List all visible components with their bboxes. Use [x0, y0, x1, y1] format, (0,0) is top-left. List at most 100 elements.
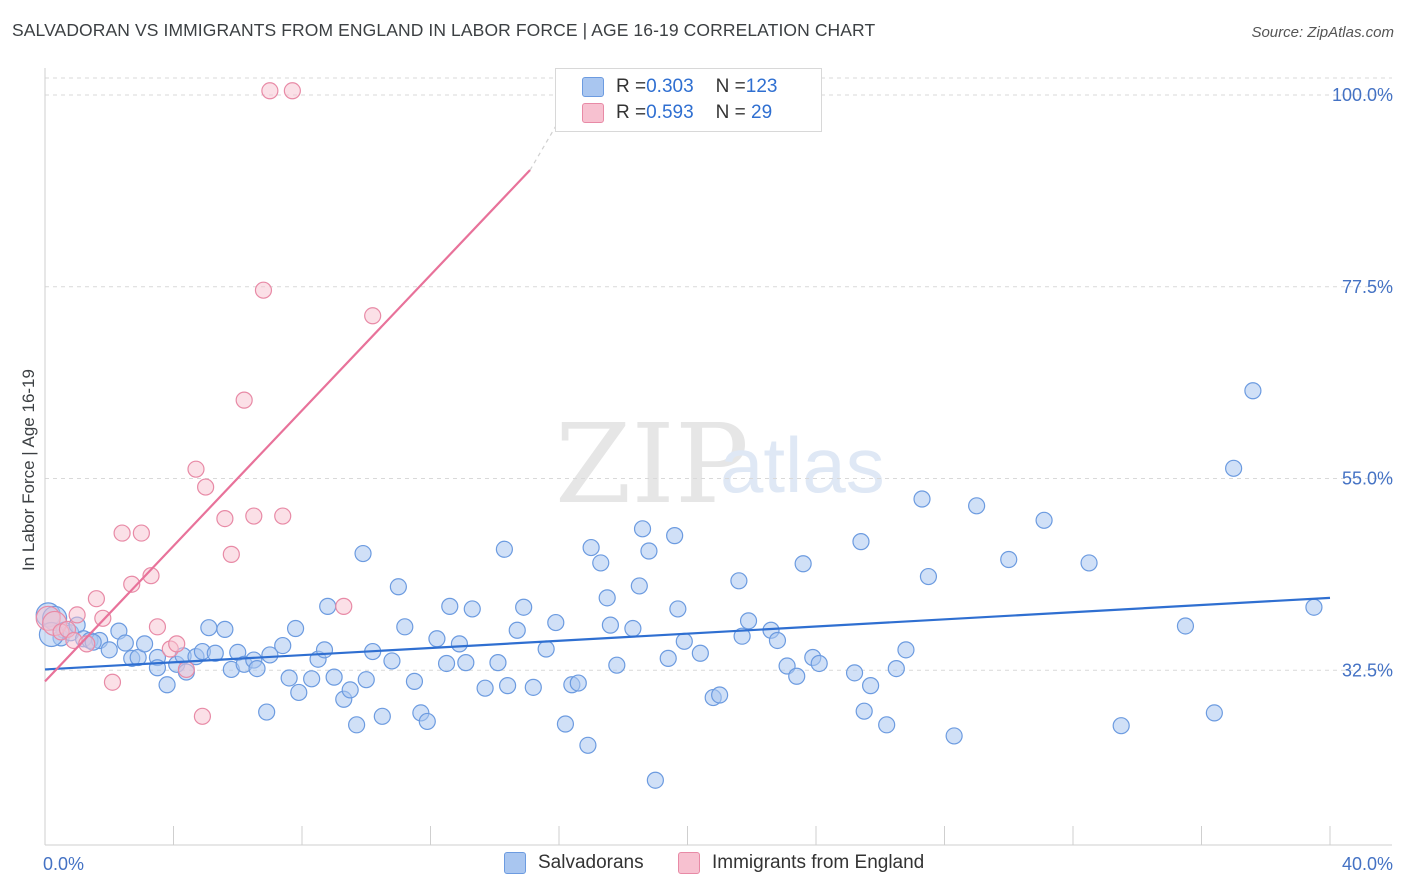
point-england [142, 567, 160, 585]
axes [44, 68, 1392, 846]
point-salvadorans [633, 520, 652, 538]
point-salvadorans [862, 677, 880, 695]
stats-row-england: R = 0.593 N = 29 [582, 100, 772, 126]
point-salvadorans [711, 686, 729, 704]
point-salvadorans [258, 703, 276, 721]
stats-row-salvadorans: R = 0.303 N = 123 [582, 74, 777, 100]
r-value: 0.593 [646, 102, 694, 123]
point-salvadorans [206, 644, 224, 662]
point-salvadorans [855, 702, 873, 720]
point-salvadorans [1035, 511, 1053, 529]
point-salvadorans [601, 616, 620, 634]
legend-swatch-england [678, 852, 700, 874]
point-salvadorans [357, 671, 375, 689]
point-salvadorans [897, 641, 915, 659]
point-england [197, 478, 215, 496]
point-england [216, 509, 234, 528]
point-salvadorans [646, 771, 664, 789]
point-salvadorans [280, 669, 298, 687]
watermark-zip: ZIP [555, 400, 749, 528]
point-salvadorans [437, 654, 456, 673]
point-salvadorans [730, 572, 748, 590]
point-england [123, 575, 141, 593]
point-salvadorans [290, 683, 308, 702]
trend-line-england [44, 169, 531, 683]
point-salvadorans [1000, 550, 1018, 569]
point-salvadorans [135, 635, 154, 653]
x-tick-label: 40.0% [1342, 854, 1393, 874]
point-salvadorans [286, 619, 305, 638]
r-label: R = [616, 76, 647, 97]
point-england [283, 82, 301, 100]
point-england [68, 606, 86, 624]
point-salvadorans [476, 679, 494, 697]
point-england [274, 507, 292, 525]
point-salvadorans [396, 618, 414, 636]
point-salvadorans [508, 621, 526, 639]
point-salvadorans [640, 542, 658, 560]
legend-label-salvadorans: Salvadorans [538, 852, 644, 873]
point-salvadorans [1225, 459, 1243, 477]
point-salvadorans [579, 736, 597, 754]
point-salvadorans [418, 712, 436, 731]
point-salvadorans [373, 707, 391, 725]
tick-labels: 32.5% 55.0% 77.5% 100.0% 0.0% 40.0% [43, 85, 1393, 874]
point-england [235, 391, 253, 409]
point-salvadorans [624, 619, 642, 638]
point-salvadorans [733, 627, 751, 645]
point-salvadorans [457, 654, 475, 672]
point-salvadorans [556, 715, 575, 733]
legend-item-england[interactable]: Immigrants from England [678, 852, 924, 874]
point-england [87, 590, 106, 608]
legend-swatch-salvadorans [504, 852, 526, 874]
point-salvadorans [524, 678, 542, 696]
y-tick-label: 55.0% [1342, 469, 1393, 489]
point-salvadorans [158, 676, 176, 694]
point-salvadorans [598, 589, 616, 607]
n-value: 29 [745, 102, 773, 123]
point-salvadorans [913, 490, 931, 508]
source-label: Source: ZipAtlas.com [1251, 24, 1394, 41]
point-salvadorans [887, 659, 905, 678]
point-salvadorans [441, 597, 459, 615]
point-england [168, 635, 186, 653]
grid-lines [45, 77, 1392, 671]
point-salvadorans [669, 600, 687, 618]
point-salvadorans [608, 656, 626, 674]
chart-title: SALVADORAN VS IMMIGRANTS FROM ENGLAND IN… [12, 20, 876, 40]
point-england [113, 524, 131, 542]
point-salvadorans [495, 540, 513, 558]
y-tick-label: 77.5% [1342, 277, 1393, 297]
point-salvadorans [1305, 598, 1323, 616]
point-salvadorans [1244, 382, 1262, 400]
legend-label-england: Immigrants from England [712, 852, 925, 873]
y-tick-label: 100.0% [1332, 85, 1393, 105]
point-salvadorans [739, 612, 758, 630]
point-england [335, 597, 353, 615]
point-england [177, 660, 195, 679]
point-england [187, 460, 205, 478]
point-salvadorans [1176, 617, 1195, 635]
point-salvadorans [768, 631, 787, 650]
point-salvadorans [1112, 717, 1130, 735]
point-salvadorans [515, 598, 533, 616]
point-salvadorans [592, 554, 610, 572]
point-england [254, 281, 273, 299]
point-salvadorans [1080, 554, 1098, 572]
point-england [193, 707, 212, 725]
r-value: 0.303 [646, 76, 694, 97]
point-salvadorans [100, 641, 118, 659]
n-label: N = [715, 102, 746, 123]
point-salvadorans [325, 668, 343, 686]
legend-item-salvadorans[interactable]: Salvadorans [504, 852, 644, 874]
trend-extension-england [529, 120, 560, 171]
point-salvadorans [788, 667, 806, 685]
point-salvadorans [537, 640, 555, 658]
point-salvadorans [303, 670, 321, 688]
point-salvadorans [354, 544, 372, 563]
point-salvadorans [659, 649, 677, 667]
point-salvadorans [200, 619, 218, 637]
point-salvadorans [341, 681, 359, 699]
point-salvadorans [405, 672, 424, 690]
point-salvadorans [547, 613, 565, 632]
